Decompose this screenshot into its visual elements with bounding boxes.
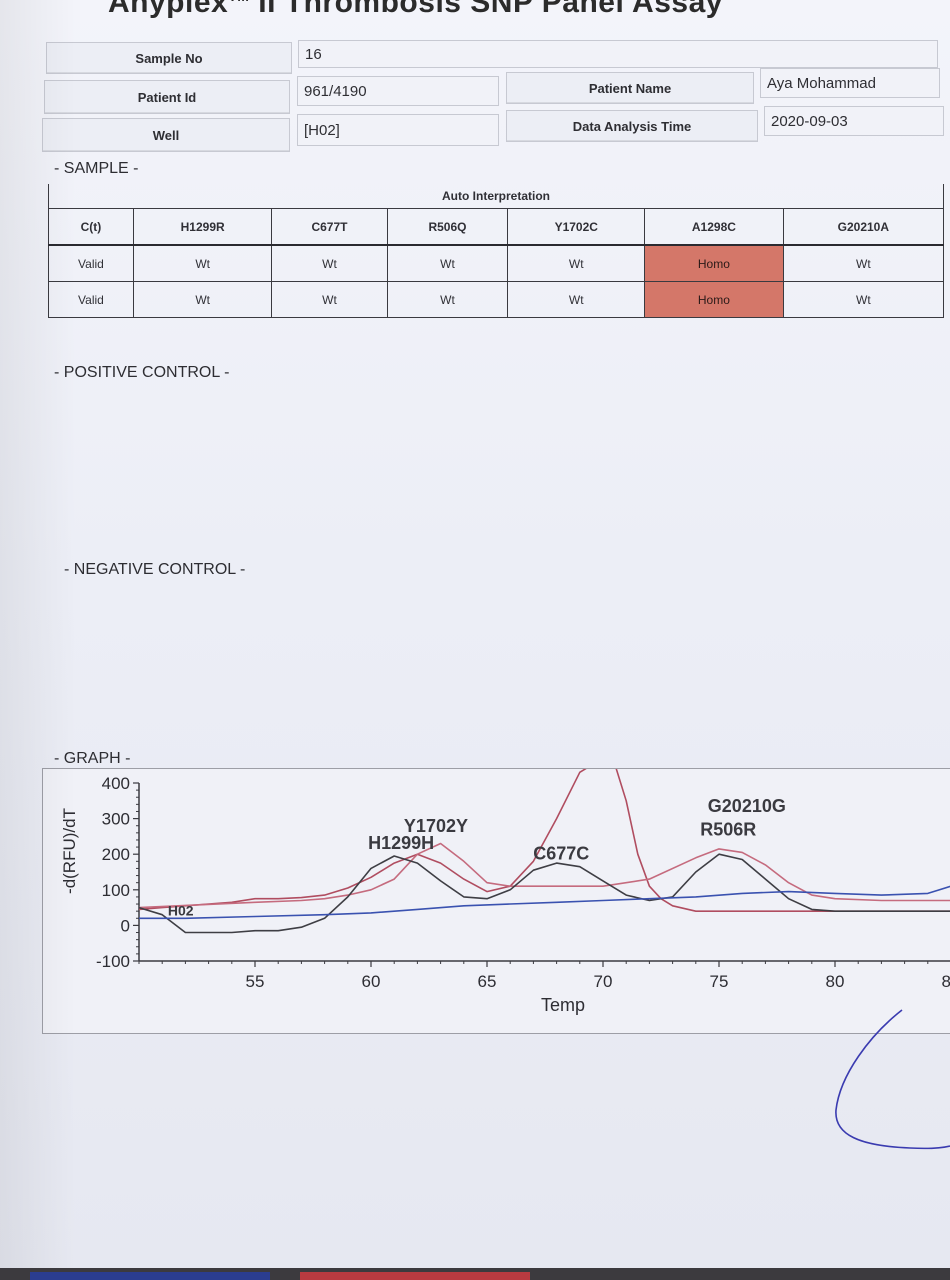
- col-ct: C(t): [48, 208, 134, 246]
- peak-label: H02: [168, 902, 194, 918]
- patient-id-label: Patient Id: [44, 80, 290, 114]
- cell-ct: Valid: [48, 244, 134, 282]
- col-c677t: C677T: [271, 208, 388, 246]
- positive-control-label: - POSITIVE CONTROL -: [54, 364, 230, 381]
- cell-h1299r: Wt: [132, 244, 273, 282]
- cell-y1702c: Wt: [507, 281, 646, 318]
- x-tick-label: 55: [246, 972, 265, 991]
- x-tick-label: 70: [594, 972, 613, 991]
- y-tick-label: 0: [121, 916, 130, 935]
- well-value: [H02]: [297, 114, 499, 146]
- series-line-1: [138, 757, 950, 912]
- analysis-time-value: 2020-09-03: [764, 106, 944, 136]
- melt-curve-chart: -d(RFU)/dT Temp -100 0 100 200 300 400 55 60 65 7…: [60, 739, 950, 1015]
- interpretation-table: Auto Interpretation C(t) H1299R C677T R5…: [48, 184, 945, 318]
- cell-g20210a: Wt: [782, 281, 945, 318]
- x-tick-label: 60: [362, 972, 381, 991]
- patient-name-label: Patient Name: [506, 72, 754, 104]
- peak-label: C677C: [533, 844, 589, 864]
- y-tick-label: 400: [102, 774, 130, 793]
- peak-label: G20210G: [708, 796, 786, 816]
- title-main: Anyplex: [108, 0, 229, 19]
- bottom-edge: [0, 1268, 950, 1280]
- y-tick-label: 200: [102, 845, 130, 864]
- y-axis-title: -d(RFU)/dT: [60, 808, 79, 894]
- table-row: Valid Wt Wt Wt Wt Homo Wt: [48, 281, 945, 318]
- cell-a1298c: Homo: [644, 244, 784, 282]
- cell-y1702c: Wt: [507, 244, 646, 282]
- col-r506q: R506Q: [386, 208, 509, 246]
- x-tick-label: 75: [710, 972, 729, 991]
- col-g20210a: G20210A: [782, 208, 945, 246]
- peak-label: H1299H: [368, 833, 434, 853]
- sample-no-label: Sample No: [46, 42, 292, 74]
- report-title: AnyplexTM II Thrombosis SNP Panel Assay: [108, 0, 723, 20]
- y-tick-label: 300: [102, 810, 130, 829]
- well-label: Well: [42, 118, 290, 152]
- cell-a1298c: Homo: [644, 281, 784, 318]
- interpretation-header-row: C(t) H1299R C677T R506Q Y1702C A1298C G2…: [48, 208, 945, 246]
- y-tick-label: 100: [102, 881, 130, 900]
- series-line-3: [138, 853, 950, 934]
- col-h1299r: H1299R: [132, 208, 273, 246]
- bottom-red-stripe: [300, 1272, 530, 1280]
- series-line-4: [139, 885, 950, 920]
- cell-ct: Valid: [48, 281, 134, 318]
- peak-label: R506R: [700, 820, 756, 840]
- graph-panel: -d(RFU)/dT Temp -100 0 100 200 300 400 55 60 65 7…: [42, 739, 950, 1034]
- title-rest: II Thrombosis SNP Panel Assay: [249, 0, 723, 19]
- graph-section-label: - GRAPH -: [54, 750, 131, 767]
- x-axis-title: Temp: [541, 995, 585, 1015]
- col-y1702c: Y1702C: [507, 208, 646, 246]
- cell-g20210a: Wt: [782, 244, 945, 282]
- x-tick-label: 65: [478, 972, 497, 991]
- cell-c677t: Wt: [271, 244, 388, 282]
- sample-section-label: - SAMPLE -: [54, 160, 139, 177]
- patient-name-value: Aya Mohammad: [760, 68, 940, 98]
- interpretation-caption: Auto Interpretation: [48, 184, 944, 209]
- cell-h1299r: Wt: [132, 281, 273, 318]
- negative-control-label: - NEGATIVE CONTROL -: [64, 561, 246, 578]
- cell-r506q: Wt: [386, 244, 509, 282]
- signature-mark: [835, 1009, 950, 1150]
- x-tick-label: 80: [826, 972, 845, 991]
- x-tick-label: 85: [942, 972, 950, 991]
- title-trademark: TM: [228, 0, 249, 4]
- peak-label: Y1702Y: [404, 816, 468, 836]
- sample-no-value: 16: [298, 40, 938, 68]
- cell-c677t: Wt: [271, 281, 388, 318]
- cell-r506q: Wt: [386, 281, 509, 318]
- patient-id-value: 961/4190: [297, 76, 499, 106]
- y-tick-label: -100: [96, 952, 130, 971]
- bottom-blue-stripe: [30, 1272, 270, 1280]
- table-row: Valid Wt Wt Wt Wt Homo Wt: [48, 244, 945, 282]
- col-a1298c: A1298C: [644, 208, 784, 246]
- analysis-time-label: Data Analysis Time: [506, 110, 758, 142]
- series-line-2: [138, 842, 950, 909]
